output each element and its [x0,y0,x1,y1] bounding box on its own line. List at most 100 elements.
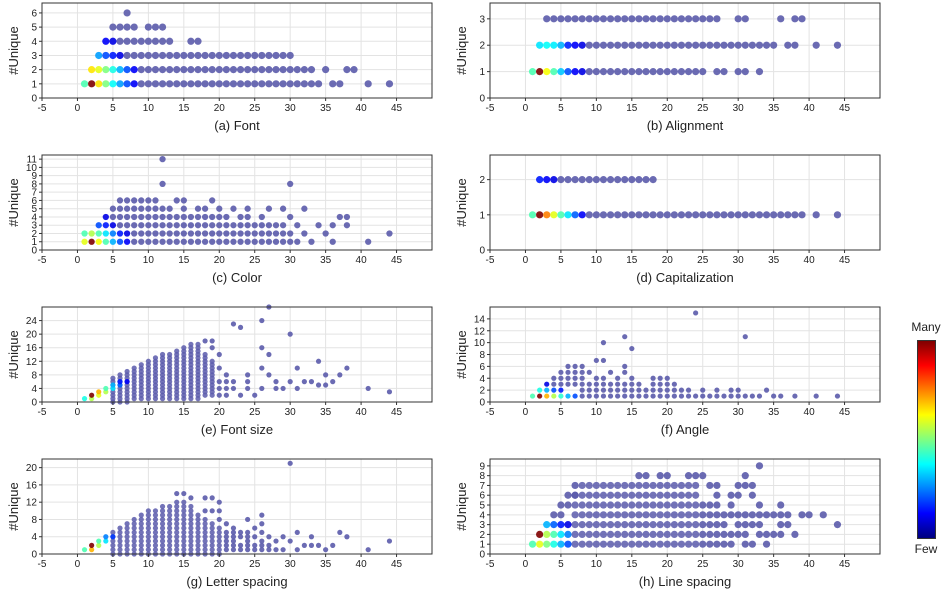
scatter-point [606,211,615,219]
scatter-point [145,529,151,536]
scatter-point [130,66,138,74]
scatter-point [166,66,174,74]
scatter-point [251,66,259,74]
scatter-point [657,393,663,399]
scatter-point [762,540,771,548]
scatter-point [642,472,650,480]
scatter-point [102,238,109,245]
scatter-point [180,230,187,237]
scatter-point [621,501,629,509]
scatter-point [308,542,315,548]
scatter-point [585,501,593,509]
scatter-point [180,51,188,60]
scatter-point [656,521,664,529]
scatter-point [551,387,557,393]
scatter-point [159,222,166,229]
scatter-point [245,547,251,553]
scatter-point [329,238,336,245]
scatter-point [578,530,586,539]
scatter-point [124,368,130,375]
y-tick-label: 2 [479,386,485,397]
scatter-point [80,80,89,88]
y-tick-label: 2 [479,175,485,186]
scatter-point [813,393,819,399]
scatter-point [300,80,308,88]
scatter-point [713,15,721,23]
scatter-point [258,230,265,237]
scatter-point [628,41,636,49]
scatter-point [706,501,714,509]
scatter-point [123,51,131,60]
scatter-point [259,385,265,392]
scatter-point [343,66,351,74]
scatter-point [181,499,187,505]
scatter-point [685,393,692,399]
scatter-point [174,525,180,531]
x-tick-label: 30 [733,103,745,114]
scatter-point [727,530,735,539]
scatter-point [209,542,215,548]
scatter-point [628,176,636,184]
scatter-point [315,222,322,229]
scatter-point [144,80,152,88]
x-tick-label: 40 [356,255,368,266]
scatter-point [116,51,124,60]
scatter-point [159,529,166,536]
scatter-point [336,80,344,88]
y-tick-label: 0 [31,550,37,561]
scatter-point [650,375,656,381]
scatter-point [635,41,643,49]
scatter-point [599,481,608,490]
scatter-point [635,481,643,490]
scatter-point [244,66,252,74]
scatter-point [236,80,245,88]
scatter-point [614,491,622,499]
scatter-point [138,197,145,204]
colorbar-gradient [917,340,936,539]
scatter-point [621,491,629,499]
scatter-point [578,41,586,49]
scatter-point [677,511,686,519]
scatter-point [181,345,187,351]
scatter-point [614,501,622,509]
scatter-point [777,530,785,539]
y-tick-label: 3 [479,14,485,25]
scatter-point [251,238,258,245]
scatter-point [677,68,686,76]
scatter-point [670,15,678,23]
scatter-point [103,538,109,544]
scatter-point [344,534,350,540]
scatter-point [180,222,187,229]
x-tick-label: 0 [75,103,81,114]
scatter-point [123,197,131,204]
scatter-point [677,15,686,23]
scatter-point [181,503,187,510]
scatter-point [592,521,600,529]
scatter-point [195,341,201,347]
y-tick-label: 0 [479,550,485,561]
scatter-point [614,176,622,184]
x-tick-label: 40 [804,407,816,418]
scatter-point [194,80,202,88]
scatter-point [734,521,742,529]
scatter-point [551,381,557,387]
scatter-point [699,521,707,529]
scatter-point [536,68,544,76]
x-tick-label: 30 [285,407,297,418]
scatter-point [713,530,721,539]
scatter-point [593,375,599,381]
scatter-point [741,211,749,219]
scatter-point [621,15,629,23]
scatter-point [173,80,181,88]
y-tick-label: 6 [479,491,485,502]
scatter-point [720,68,728,76]
x-tick-label: 10 [591,103,603,114]
x-tick-label: 30 [285,103,297,114]
scatter-point [571,540,579,548]
scatter-point [622,393,628,399]
scatter-point [650,393,656,399]
x-tick-label: 35 [768,255,780,266]
scatter-point [636,387,642,393]
scatter-point [174,503,180,510]
scatter-point [693,310,699,316]
